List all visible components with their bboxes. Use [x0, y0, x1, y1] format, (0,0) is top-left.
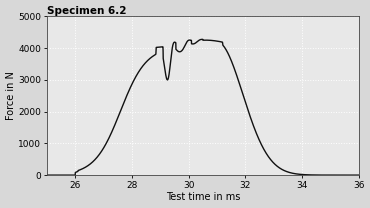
Text: Specimen 6.2: Specimen 6.2: [47, 6, 127, 16]
Y-axis label: Force in N: Force in N: [6, 71, 16, 120]
X-axis label: Test time in ms: Test time in ms: [166, 192, 240, 202]
